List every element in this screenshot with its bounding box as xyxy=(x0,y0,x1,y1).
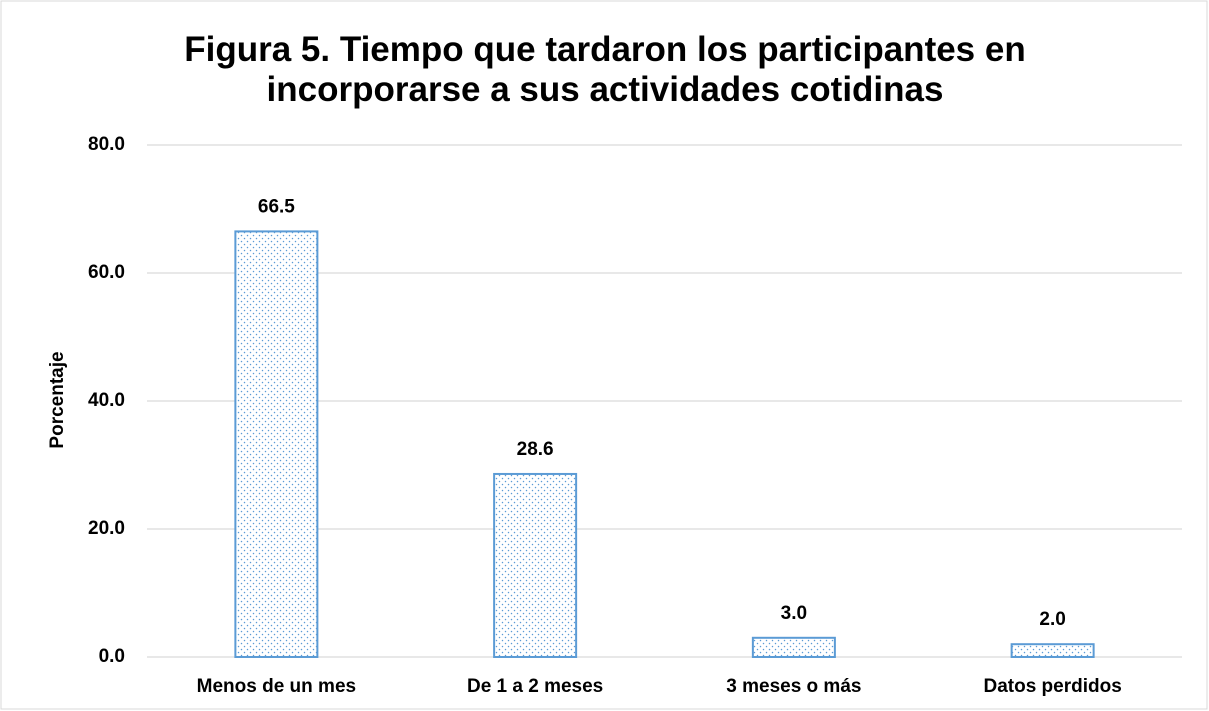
bar xyxy=(234,230,319,658)
bar xyxy=(1010,643,1095,659)
x-tick-label: Datos perdidos xyxy=(983,676,1121,697)
y-tick-label: 20.0 xyxy=(88,518,125,539)
bar xyxy=(493,472,578,658)
x-tick-label: De 1 a 2 meses xyxy=(467,676,603,697)
data-label: 28.6 xyxy=(517,439,554,460)
y-tick-label: 80.0 xyxy=(88,134,125,155)
x-tick-label: Menos de un mes xyxy=(197,676,356,697)
y-tick-label: 40.0 xyxy=(88,390,125,411)
y-axis-label: Porcentaje xyxy=(47,351,68,448)
bar xyxy=(751,636,836,658)
y-tick-label: 60.0 xyxy=(88,262,125,283)
data-label: 2.0 xyxy=(1039,609,1065,630)
y-tick-label: 0.0 xyxy=(99,646,125,667)
data-label: 66.5 xyxy=(258,196,295,217)
x-tick-label: 3 meses o más xyxy=(726,676,861,697)
chart-title: Figura 5. Tiempo que tardaron los partic… xyxy=(184,30,1026,109)
data-label: 3.0 xyxy=(781,603,807,624)
